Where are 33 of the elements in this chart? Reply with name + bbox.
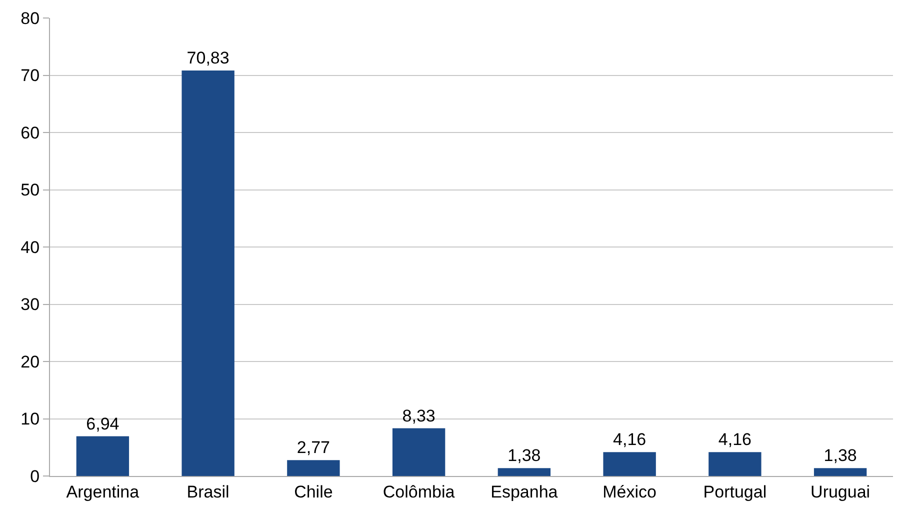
y-tick-label: 30 — [20, 295, 40, 314]
data-label: 6,94 — [86, 414, 120, 434]
bar — [708, 452, 762, 476]
data-label: 1,38 — [508, 446, 541, 466]
x-tick-label: Brasil — [186, 482, 230, 502]
y-tick-label: 0 — [30, 466, 40, 486]
x-tick-label: Portugal — [703, 482, 767, 502]
bar — [182, 70, 234, 476]
x-tick-label: Uruguai — [810, 482, 870, 502]
data-label: 4,16 — [718, 430, 752, 450]
y-tick-label: 80 — [20, 8, 40, 28]
x-tick-label: México — [602, 482, 656, 502]
bar — [287, 460, 340, 476]
x-tick-label: Colômbia — [382, 482, 456, 502]
bar — [392, 428, 446, 476]
x-tick-label: Chile — [294, 482, 333, 502]
data-label: 4,16 — [613, 430, 646, 450]
x-tick-label: Espanha — [490, 482, 558, 502]
bar — [498, 468, 551, 476]
y-tick-label: 20 — [20, 352, 40, 372]
data-label: 70,83 — [186, 48, 230, 68]
y-tick-label: 60 — [20, 123, 40, 142]
data-label: 2,77 — [296, 438, 330, 458]
bar — [603, 452, 656, 476]
bar — [814, 468, 867, 476]
bar — [76, 436, 130, 476]
data-label: 8,33 — [402, 406, 436, 426]
y-tick-label: 10 — [20, 410, 40, 429]
y-tick-label: 40 — [20, 238, 40, 257]
x-tick-label: Argentina — [66, 482, 140, 502]
y-tick-label: 50 — [20, 180, 40, 200]
y-tick-label: 70 — [20, 66, 40, 86]
data-label: 1,38 — [824, 446, 857, 466]
